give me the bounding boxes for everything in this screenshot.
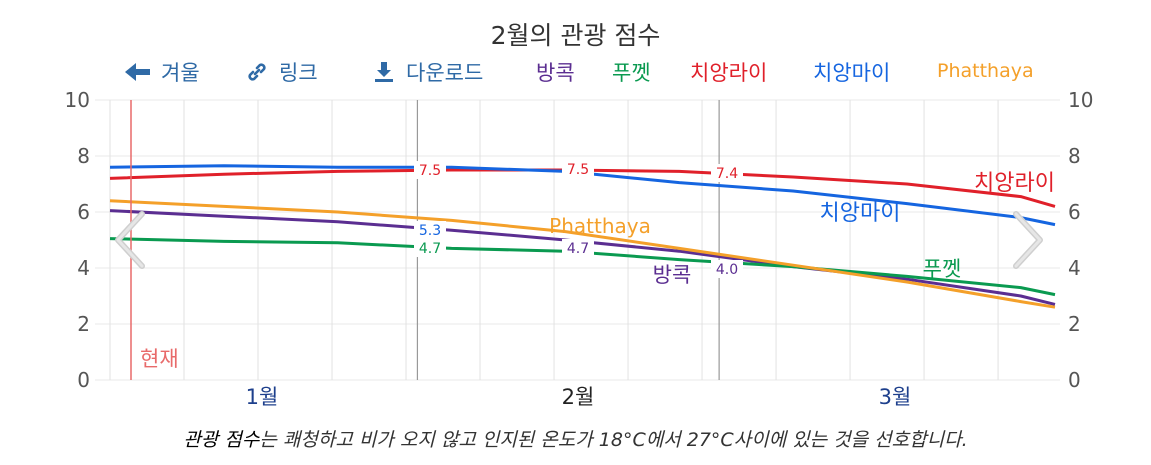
legend-label-phuket: 푸껫: [612, 61, 651, 85]
value-labels: 7.5 5.3 4.7 7.5 4.7 7.4 4.0: [414, 160, 743, 278]
legend-item-chiangmai[interactable]: 치앙마이: [813, 57, 890, 87]
series-label-chiangrai: 치앙라이: [974, 171, 1055, 196]
prev-season-button[interactable]: 겨울: [125, 57, 200, 87]
value-label-bg: [562, 239, 594, 257]
caption-text: 는 쾌청하고 비가 오지 않고 인지된 온도가 18°C에서 27°C사이에 있…: [259, 429, 968, 451]
series-label-phuket: 푸껫: [923, 257, 962, 281]
series-label-bangkok: 방콕: [653, 263, 692, 287]
caption-term: 관광 점수: [183, 429, 260, 451]
value-label-bg: [711, 260, 743, 278]
series-label-pattaya: Phatthaya: [549, 214, 651, 238]
arrow-left-icon: [125, 63, 150, 81]
y-axis-left: 0 2 4 6 8 10: [65, 88, 90, 392]
now-label: 현재: [140, 347, 179, 371]
link-icon: [248, 63, 266, 81]
y-axis-right: 0 2 4 6 8 10: [1068, 88, 1093, 392]
caption: 관광 점수는 쾌청하고 비가 오지 않고 인지된 온도가 18°C에서 27°C…: [0, 425, 1151, 452]
series-lines: [109, 164, 1056, 309]
value-label: 7.4: [716, 166, 738, 182]
download-button[interactable]: 다운로드: [372, 57, 483, 87]
x-month-label: 1월: [246, 385, 279, 409]
series-line-pattaya: [109, 199, 1056, 309]
y-tick-label-right: 10: [1068, 88, 1093, 112]
y-tick-label-right: 2: [1068, 312, 1081, 336]
y-tick-label-left: 8: [77, 144, 90, 168]
y-tick-label-left: 6: [77, 200, 90, 224]
legend-label-chiangrai: 치앙라이: [690, 61, 768, 85]
value-label-bg: [414, 221, 446, 239]
x-axis: 1월 2월 3월: [246, 385, 912, 409]
download-label: 다운로드: [406, 61, 484, 85]
chart-title: 2월의 관광 점수: [490, 21, 661, 50]
scroll-left-icon[interactable]: [110, 210, 150, 270]
legend-item-chiangrai[interactable]: 치앙라이: [690, 57, 767, 87]
value-label: 5.3: [419, 223, 441, 239]
prev-season-label: 겨울: [161, 61, 200, 85]
scroll-right-icon[interactable]: [1008, 210, 1048, 270]
legend-label-bangkok: 방콕: [536, 61, 575, 85]
value-label-bg: [414, 239, 446, 257]
legend-item-pattaya[interactable]: Phatthaya: [937, 60, 1034, 82]
value-label: 4.7: [567, 241, 589, 257]
legend-label-chiangmai: 치앙마이: [813, 61, 891, 85]
value-label-bg: [562, 160, 594, 178]
link-button[interactable]: 링크: [245, 57, 318, 87]
series-line-phuket: [109, 237, 1056, 297]
value-label: 4.0: [716, 262, 738, 278]
legend-label-pattaya: Phatthaya: [937, 60, 1034, 82]
value-label-bg: [711, 164, 743, 182]
value-label: 4.7: [419, 241, 441, 257]
value-label-bg: [414, 161, 446, 179]
link-label: 링크: [279, 61, 318, 85]
series-line-chiangmai: [109, 164, 1056, 227]
x-month-label: 3월: [879, 385, 912, 409]
value-label: 7.5: [419, 163, 441, 179]
legend-item-phuket[interactable]: 푸껫: [612, 57, 651, 87]
y-tick-label-left: 2: [77, 312, 90, 336]
series-label-chiangmai: 치앙마이: [820, 201, 901, 226]
y-tick-label-left: 10: [65, 88, 90, 112]
value-label: 7.5: [567, 162, 589, 178]
series-line-bangkok: [109, 209, 1056, 306]
y-tick-label-right: 8: [1068, 144, 1081, 168]
y-tick-label-left: 0: [77, 368, 90, 392]
y-tick-label-right: 4: [1068, 256, 1081, 280]
now-marker: 현재: [130, 100, 179, 380]
y-tick-label-right: 6: [1068, 200, 1081, 224]
toolbar: 겨울 링크 다운로드 방콕 푸껫 치앙라이 치앙마이 Phatthaya: [0, 57, 1151, 87]
download-icon: [375, 62, 393, 82]
series-line-chiangrai: [109, 168, 1056, 208]
y-tick-label-right: 0: [1068, 368, 1081, 392]
legend-item-bangkok[interactable]: 방콕: [536, 57, 575, 87]
x-month-label: 2월: [562, 385, 595, 409]
y-tick-label-left: 4: [77, 256, 90, 280]
